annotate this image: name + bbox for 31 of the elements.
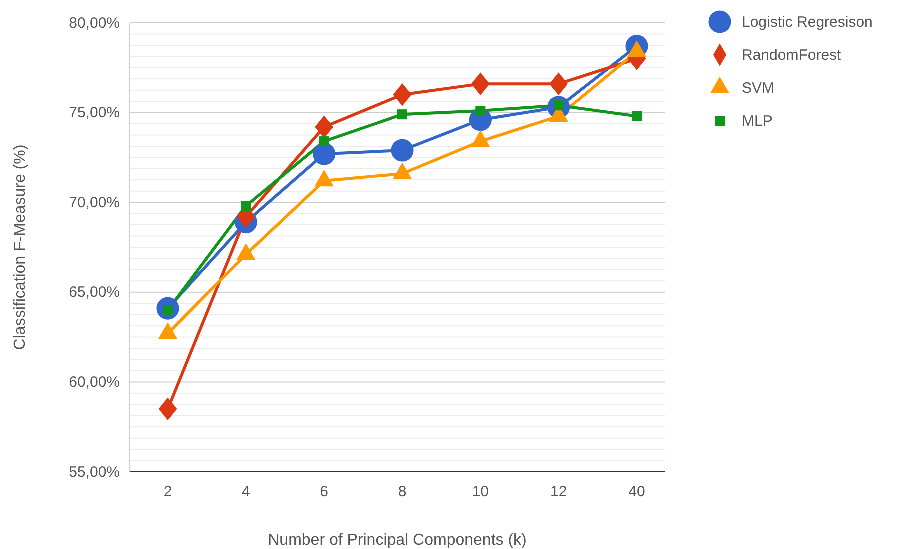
- y-tick-label: 70,00%: [69, 194, 120, 212]
- point: [398, 110, 408, 120]
- point: [471, 72, 490, 96]
- x-tick-label: 12: [550, 484, 568, 501]
- point: [315, 116, 334, 139]
- y-tick-label: 80,00%: [69, 14, 120, 32]
- point: [319, 136, 330, 147]
- point: [393, 83, 412, 106]
- x-tick-label: 4: [242, 484, 250, 501]
- legend-label: Logistic Regresison: [742, 14, 873, 31]
- legend-label: MLP: [742, 113, 773, 130]
- point: [391, 139, 414, 162]
- point: [158, 398, 178, 421]
- point: [632, 111, 642, 122]
- y-tick-label: 65,00%: [69, 284, 120, 302]
- x-tick-label: 6: [320, 484, 329, 501]
- legend-label: SVM: [742, 80, 775, 97]
- x-tick-label: 8: [398, 484, 407, 501]
- point: [313, 142, 336, 166]
- point: [476, 106, 486, 116]
- x-tick-label: 10: [472, 484, 490, 501]
- y-tick-label: 60,00%: [69, 374, 120, 391]
- point: [550, 72, 568, 96]
- y-tick-label: 75,00%: [69, 104, 120, 122]
- x-tick-label: 40: [628, 484, 646, 501]
- legend-label: RandomForest: [742, 47, 842, 64]
- x-axis-title: Number of Principal Components (k): [268, 532, 527, 549]
- x-tick-label: 2: [164, 484, 172, 501]
- point: [241, 201, 252, 212]
- y-axis-title: Classification F-Measure (%): [12, 144, 29, 350]
- y-tick-label: 55,00%: [69, 464, 120, 481]
